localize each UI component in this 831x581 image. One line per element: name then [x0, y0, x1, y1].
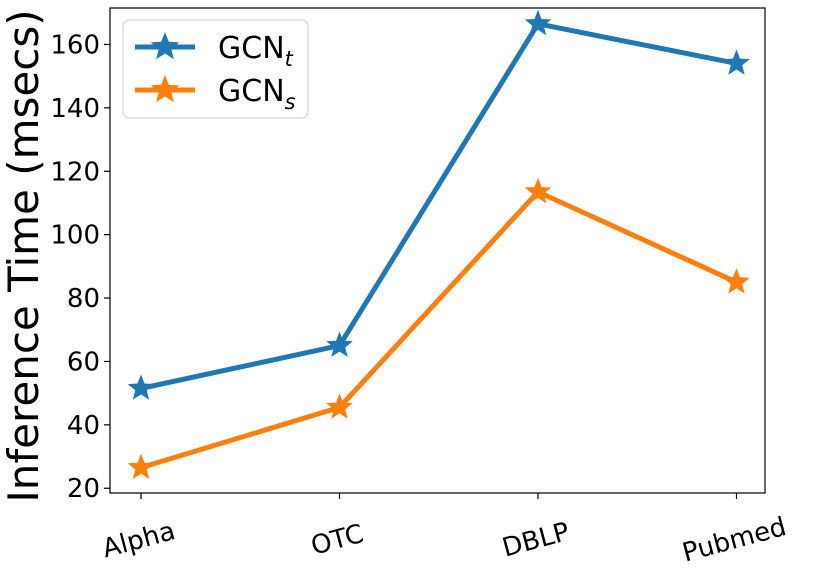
y-tick-label: 160	[50, 30, 100, 60]
data-point-t	[524, 9, 552, 36]
legend-label-t: GCNt	[218, 31, 294, 71]
y-tick-label: 100	[50, 221, 100, 251]
y-axis-ticks: 20 40 60 80 100 120 140 160	[50, 30, 110, 504]
data-point-s	[127, 453, 155, 479]
data-point-s	[326, 393, 353, 419]
plot-marks	[127, 9, 750, 479]
y-tick-label: 80	[67, 284, 100, 314]
x-tick-label: Pubmed	[679, 512, 789, 568]
y-tick-label: 120	[50, 157, 100, 187]
x-tick-label: OTC	[308, 519, 367, 562]
x-tick-label: DBLP	[499, 517, 572, 564]
series-line-s	[140, 189, 738, 471]
y-axis-label: Inference Time (msecs)	[0, 9, 48, 502]
legend-label-s: GCNs	[218, 74, 296, 114]
series-line-t	[140, 21, 737, 391]
y-tick-label: 40	[67, 411, 100, 441]
legend-marker-s	[150, 75, 180, 103]
y-tick-label: 140	[50, 94, 100, 124]
data-point-s	[723, 268, 750, 294]
data-point-t	[723, 49, 750, 75]
legend-marker-t	[150, 32, 180, 60]
plot-frame	[109, 7, 766, 494]
y-tick-label: 20	[67, 474, 100, 504]
data-point-t	[127, 374, 155, 400]
data-point-s	[524, 177, 552, 204]
data-point-t	[326, 331, 353, 357]
x-tick-label: Alpha	[99, 516, 178, 564]
x-axis-ticks: Alpha OTC DBLP Pubmed	[99, 493, 790, 568]
y-tick-label: 60	[67, 347, 100, 377]
